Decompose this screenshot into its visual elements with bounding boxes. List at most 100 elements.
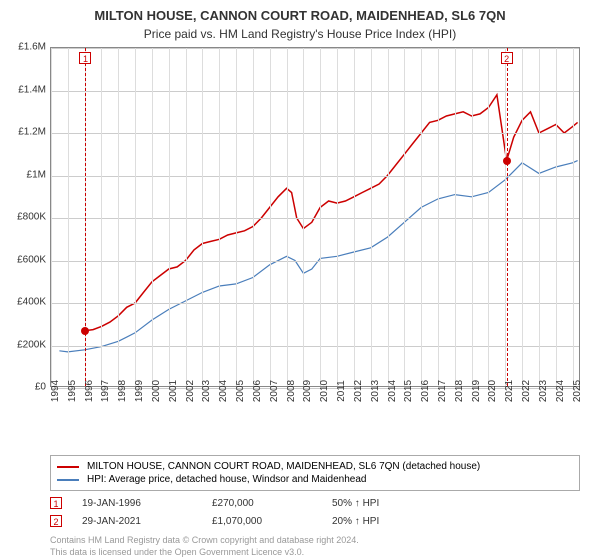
gridline-vertical — [472, 48, 473, 386]
gridline-vertical — [303, 48, 304, 386]
gridline-horizontal — [51, 388, 579, 389]
legend-label: MILTON HOUSE, CANNON COURT ROAD, MAIDENH… — [87, 461, 480, 472]
x-axis-label: 1994 — [50, 380, 61, 402]
gridline-vertical — [438, 48, 439, 386]
legend-label: HPI: Average price, detached house, Wind… — [87, 474, 366, 485]
series-line — [86, 95, 578, 331]
x-axis-label: 1997 — [100, 380, 111, 402]
gridline-vertical — [51, 48, 52, 386]
gridline-vertical — [118, 48, 119, 386]
gridline-vertical — [101, 48, 102, 386]
gridline-vertical — [152, 48, 153, 386]
gridline-vertical — [556, 48, 557, 386]
chart-subtitle: Price paid vs. HM Land Registry's House … — [0, 23, 600, 47]
legend: MILTON HOUSE, CANNON COURT ROAD, MAIDENH… — [50, 455, 580, 491]
gridline-vertical — [455, 48, 456, 386]
transaction-row: 2 29-JAN-2021£1,070,00020% ↑ HPI — [50, 509, 580, 527]
transaction-pct: 20% ↑ HPI — [332, 516, 379, 527]
gridline-vertical — [270, 48, 271, 386]
y-axis-label: £0 — [35, 382, 46, 393]
x-axis-label: 2003 — [201, 380, 212, 402]
transaction-date: 29-JAN-2021 — [82, 516, 212, 527]
y-axis-label: £1.6M — [18, 42, 46, 53]
gridline-vertical — [202, 48, 203, 386]
gridline-horizontal — [51, 91, 579, 92]
y-axis-label: £400K — [17, 297, 46, 308]
gridline-vertical — [287, 48, 288, 386]
y-axis-label: £600K — [17, 254, 46, 265]
footer-attribution: Contains HM Land Registry data © Crown c… — [50, 527, 580, 558]
gridline-horizontal — [51, 176, 579, 177]
x-axis-label: 2007 — [269, 380, 280, 402]
gridline-vertical — [320, 48, 321, 386]
x-axis-label: 2009 — [302, 380, 313, 402]
x-axis-label: 2022 — [521, 380, 532, 402]
y-axis-label: £1M — [27, 169, 46, 180]
series-line — [59, 161, 577, 352]
x-axis-label: 1995 — [67, 380, 78, 402]
marker-box: 1 — [79, 52, 91, 64]
transaction-date: 19-JAN-1996 — [82, 498, 212, 509]
transaction-marker-id: 1 — [50, 497, 62, 509]
gridline-vertical — [236, 48, 237, 386]
y-axis-label: £800K — [17, 212, 46, 223]
transaction-price: £1,070,000 — [212, 516, 332, 527]
y-axis-label: £1.4M — [18, 84, 46, 95]
gridline-vertical — [253, 48, 254, 386]
gridline-vertical — [68, 48, 69, 386]
x-axis-label: 2019 — [471, 380, 482, 402]
x-axis-label: 2024 — [555, 380, 566, 402]
transactions-table: 1 19-JAN-1996£270,00050% ↑ HPI 2 29-JAN-202… — [50, 491, 580, 527]
transaction-row: 1 19-JAN-1996£270,00050% ↑ HPI — [50, 491, 580, 509]
x-axis-label: 2021 — [504, 380, 515, 402]
gridline-vertical — [522, 48, 523, 386]
gridline-vertical — [573, 48, 574, 386]
x-axis-label: 2002 — [185, 380, 196, 402]
x-axis-label: 2004 — [218, 380, 229, 402]
gridline-vertical — [539, 48, 540, 386]
y-axis-label: £1.2M — [18, 127, 46, 138]
x-axis-label: 2015 — [403, 380, 414, 402]
x-axis-label: 2017 — [437, 380, 448, 402]
x-axis-label: 2006 — [252, 380, 263, 402]
x-axis-label: 2010 — [319, 380, 330, 402]
footer-line-2: This data is licensed under the Open Gov… — [50, 547, 580, 559]
x-axis-label: 1996 — [84, 380, 95, 402]
x-axis-label: 2005 — [235, 380, 246, 402]
gridline-vertical — [219, 48, 220, 386]
marker-box: 2 — [501, 52, 513, 64]
marker-vline — [507, 48, 508, 386]
legend-row: MILTON HOUSE, CANNON COURT ROAD, MAIDENH… — [57, 460, 573, 473]
plot-region: 12 — [50, 47, 580, 387]
legend-swatch — [57, 479, 79, 481]
x-axis-label: 2000 — [151, 380, 162, 402]
gridline-vertical — [354, 48, 355, 386]
x-axis-label: 2001 — [168, 380, 179, 402]
gridline-vertical — [404, 48, 405, 386]
gridline-horizontal — [51, 303, 579, 304]
transaction-price: £270,000 — [212, 498, 332, 509]
gridline-vertical — [371, 48, 372, 386]
x-axis-label: 2020 — [487, 380, 498, 402]
transaction-marker-id: 2 — [50, 515, 62, 527]
chart-container: MILTON HOUSE, CANNON COURT ROAD, MAIDENH… — [0, 0, 600, 560]
gridline-horizontal — [51, 48, 579, 49]
x-axis-label: 2025 — [572, 380, 583, 402]
transaction-pct: 50% ↑ HPI — [332, 498, 379, 509]
gridline-horizontal — [51, 261, 579, 262]
x-axis-label: 2013 — [370, 380, 381, 402]
marker-vline — [85, 48, 86, 386]
gridline-horizontal — [51, 218, 579, 219]
marker-dot — [503, 157, 511, 165]
x-axis-label: 2008 — [286, 380, 297, 402]
gridline-vertical — [135, 48, 136, 386]
x-axis-label: 2012 — [353, 380, 364, 402]
gridline-horizontal — [51, 346, 579, 347]
chart-area: 12 £0£200K£400K£600K£800K£1M£1.2M£1.4M£1… — [50, 47, 580, 417]
x-axis-label: 2011 — [336, 380, 347, 402]
x-axis-label: 2023 — [538, 380, 549, 402]
x-axis-label: 2014 — [387, 380, 398, 402]
x-axis-label: 2018 — [454, 380, 465, 402]
x-axis-label: 1999 — [134, 380, 145, 402]
gridline-vertical — [488, 48, 489, 386]
